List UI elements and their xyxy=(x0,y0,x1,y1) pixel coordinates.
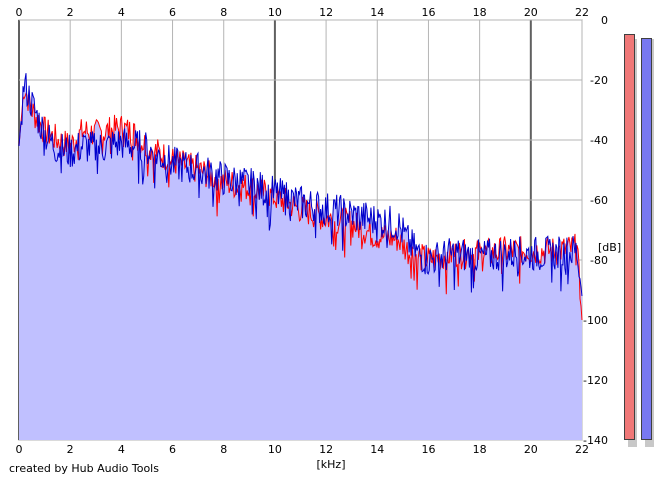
x-tick-top-10: 10 xyxy=(268,6,282,19)
y-tick-120: -120 xyxy=(583,374,608,387)
y-axis-label: [dB] xyxy=(598,241,621,254)
spectrum-fill xyxy=(19,73,582,440)
x-tick-bottom-2: 2 xyxy=(67,443,74,456)
x-tick-top-8: 8 xyxy=(220,6,227,19)
left-channel-meter xyxy=(624,34,635,440)
right-channel-meter xyxy=(641,38,652,440)
x-tick-bottom-4: 4 xyxy=(118,443,125,456)
x-tick-bottom-10: 10 xyxy=(268,443,282,456)
x-tick-bottom-14: 14 xyxy=(370,443,384,456)
x-tick-bottom-0: 0 xyxy=(16,443,23,456)
x-axis-bottom-ticks: 0 2 4 6 8 10 12 14 16 18 20 22 xyxy=(16,443,590,456)
x-tick-top-16: 16 xyxy=(421,6,435,19)
y-tick-40: -40 xyxy=(590,134,608,147)
x-tick-top-4: 4 xyxy=(118,6,125,19)
x-tick-top-12: 12 xyxy=(319,6,333,19)
credit-text: created by Hub Audio Tools xyxy=(9,462,159,475)
x-tick-bottom-6: 6 xyxy=(169,443,176,456)
x-tick-top-0: 0 xyxy=(16,6,23,19)
x-tick-top-18: 18 xyxy=(473,6,487,19)
y-tick-60: -60 xyxy=(590,194,608,207)
x-axis-label: [kHz] xyxy=(317,458,346,471)
x-tick-top-22: 22 xyxy=(575,6,589,19)
x-tick-top-6: 6 xyxy=(169,6,176,19)
y-axis-ticks: 0 -20 -40 -60 -80 -100 -120 -140 xyxy=(583,14,608,447)
x-tick-bottom-8: 8 xyxy=(220,443,227,456)
x-tick-top-20: 20 xyxy=(524,6,538,19)
y-tick-20: -20 xyxy=(590,74,608,87)
series-right-channel-line xyxy=(18,73,583,297)
x-tick-top-2: 2 xyxy=(67,6,74,19)
x-tick-bottom-18: 18 xyxy=(473,443,487,456)
y-tick-0: 0 xyxy=(601,14,608,27)
x-tick-top-14: 14 xyxy=(370,6,384,19)
y-tick-100: -100 xyxy=(583,314,608,327)
x-axis-top-ticks: 0 2 4 6 8 10 12 14 16 18 20 22 xyxy=(16,6,590,19)
x-tick-bottom-12: 12 xyxy=(319,443,333,456)
x-tick-bottom-20: 20 xyxy=(524,443,538,456)
x-tick-bottom-16: 16 xyxy=(421,443,435,456)
y-tick-140: -140 xyxy=(583,434,608,447)
x-tick-bottom-22: 22 xyxy=(575,443,589,456)
y-tick-80: -80 xyxy=(590,254,608,267)
